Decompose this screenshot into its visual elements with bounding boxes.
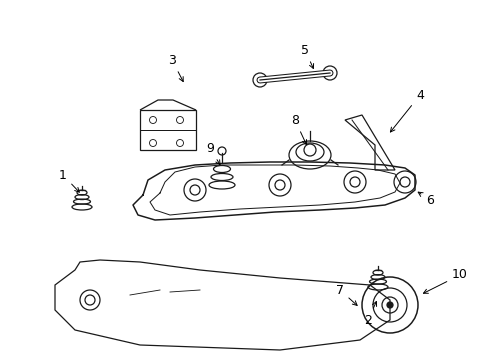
Text: 10: 10 — [423, 269, 467, 293]
Text: 6: 6 — [417, 192, 433, 207]
Text: 5: 5 — [301, 44, 313, 68]
Text: 3: 3 — [168, 54, 183, 82]
Text: 7: 7 — [335, 284, 356, 305]
Circle shape — [386, 302, 392, 308]
Text: 2: 2 — [364, 302, 376, 327]
Text: 9: 9 — [205, 141, 220, 165]
Text: 4: 4 — [389, 89, 423, 132]
Text: 8: 8 — [290, 113, 306, 144]
Text: 1: 1 — [59, 168, 79, 192]
